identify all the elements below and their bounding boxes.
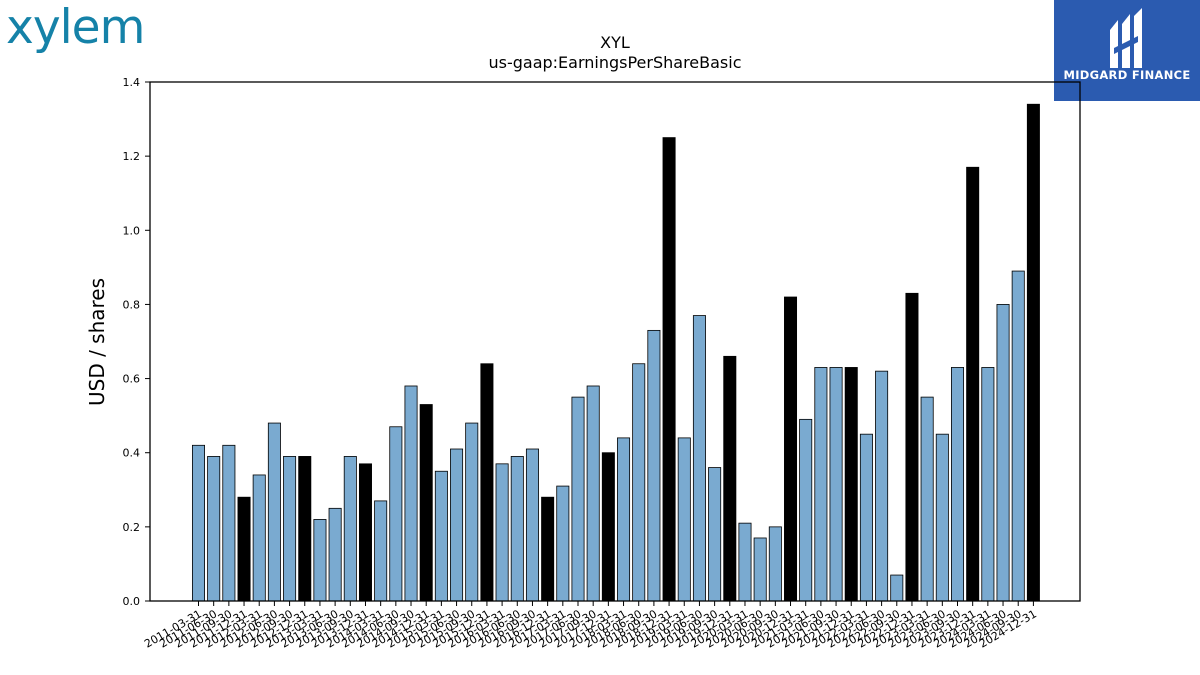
- bar: [222, 444, 236, 602]
- bar: [237, 496, 251, 602]
- bar: [495, 463, 509, 602]
- bar: [692, 315, 706, 602]
- chart-subtitle: us-gaap:EarningsPerShareBasic: [488, 53, 741, 72]
- bar: [1026, 103, 1040, 602]
- bar: [374, 500, 388, 602]
- bar: [541, 496, 555, 602]
- bar: [738, 522, 752, 602]
- bar: [662, 137, 676, 602]
- bar: [328, 507, 342, 602]
- bar: [434, 470, 448, 602]
- y-axis: 0.0 0.2 0.4 0.6 0.8 1.0 1.2 1.4: [123, 76, 150, 608]
- partner-logo-icon: [1110, 8, 1142, 68]
- x-axis: 2011-03-312011-06-302011-09-302011-12-31…: [142, 601, 1039, 651]
- bar: [571, 396, 585, 602]
- bar: [951, 367, 965, 602]
- bar: [510, 456, 524, 602]
- y-tick-label: 1.2: [123, 150, 141, 163]
- bar: [252, 474, 266, 602]
- bar: [283, 456, 297, 602]
- partner-logo: MIDGARD FINANCE: [1054, 0, 1200, 101]
- bar: [784, 296, 798, 602]
- bars: [191, 103, 1040, 602]
- y-tick-label: 0.0: [123, 595, 141, 608]
- bar: [920, 396, 934, 602]
- bar: [358, 463, 372, 602]
- bar: [298, 456, 312, 602]
- bar: [632, 363, 646, 602]
- bar: [829, 367, 843, 602]
- bar: [343, 456, 357, 602]
- bar: [601, 452, 615, 602]
- bar: [480, 363, 494, 602]
- bar: [647, 329, 661, 602]
- bar: [617, 437, 631, 602]
- bar: [996, 304, 1010, 602]
- y-tick-label: 0.4: [123, 447, 141, 460]
- bar: [981, 367, 995, 602]
- y-tick-label: 0.8: [123, 298, 141, 311]
- bar: [966, 166, 980, 602]
- chart-title: XYL: [600, 33, 630, 52]
- y-tick-label: 0.6: [123, 373, 141, 386]
- bar: [313, 519, 327, 602]
- bar: [723, 355, 737, 602]
- bar: [525, 448, 539, 602]
- bar: [844, 367, 858, 602]
- bar: [859, 433, 873, 602]
- brand-logo: xylem: [6, 0, 145, 55]
- bar: [890, 574, 904, 602]
- bar: [389, 426, 403, 602]
- y-axis-label: USD / shares: [85, 278, 109, 406]
- y-tick-label: 1.0: [123, 224, 141, 237]
- bar: [905, 292, 919, 602]
- y-tick-label: 0.2: [123, 521, 141, 534]
- bar: [935, 433, 949, 602]
- bar: [768, 526, 782, 602]
- bar: [267, 422, 281, 602]
- partner-logo-name: MIDGARD FINANCE: [1063, 68, 1191, 82]
- bar: [875, 370, 889, 602]
- bar: [753, 537, 767, 602]
- bar: [556, 485, 570, 602]
- bar: [799, 418, 813, 602]
- bar: [465, 422, 479, 602]
- bar: [191, 444, 205, 602]
- plot-frame: [149, 81, 1081, 602]
- bar: [677, 437, 691, 602]
- bar: [708, 467, 722, 602]
- bar: [450, 448, 464, 602]
- bar: [1011, 270, 1025, 602]
- bar: [586, 385, 600, 602]
- bar: [207, 456, 221, 602]
- bar: [404, 385, 418, 602]
- bar: [419, 404, 433, 602]
- y-tick-label: 1.4: [123, 76, 141, 89]
- bar: [814, 367, 828, 602]
